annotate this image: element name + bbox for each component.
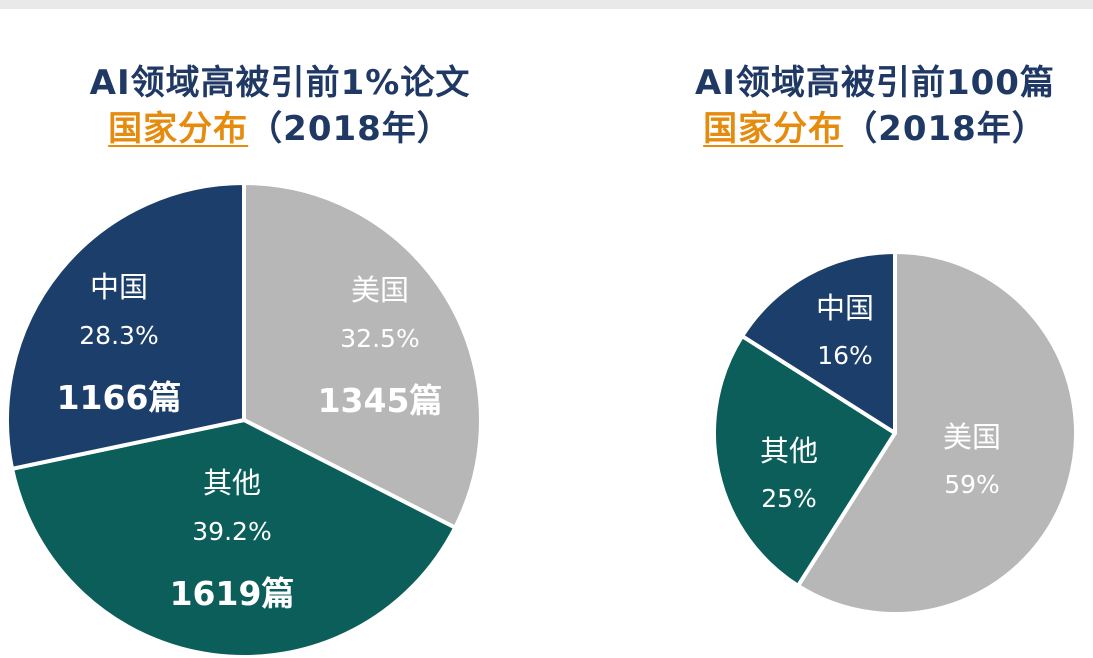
slice-percent-label-0-0: 32.5% — [340, 324, 419, 353]
slice-percent-label-1-0: 59% — [944, 470, 1000, 499]
title-right-line2: 国家分布（2018年） — [660, 106, 1090, 152]
title-right-highlight: 国家分布 — [703, 109, 844, 149]
slice-percent-label-1-2: 16% — [817, 341, 873, 370]
slice-percent-label-0-1: 39.2% — [192, 517, 271, 546]
slice-name-label-1-1: 其他 — [760, 434, 818, 468]
top-bar — [0, 0, 1093, 9]
title-left-suffix: （2018年） — [248, 109, 452, 149]
slice-count-label-0-0: 1345篇 — [318, 381, 443, 420]
pie-slice-1-2 — [740, 250, 897, 435]
title-left-line2: 国家分布（2018年） — [55, 106, 505, 152]
slice-name-label-1-2: 中国 — [816, 291, 874, 325]
pie-slice-0-0 — [242, 181, 483, 530]
slice-percent-label-1-1: 25% — [761, 484, 817, 513]
pie-slice-0-2 — [5, 181, 246, 471]
slice-percent-label-0-2: 28.3% — [79, 321, 158, 350]
pie-slice-0-1 — [10, 418, 458, 658]
slice-name-label-0-2: 中国 — [90, 270, 148, 304]
pie-slice-1-1 — [712, 334, 897, 588]
slice-name-label-0-0: 美国 — [351, 273, 409, 307]
slice-count-label-0-2: 1166篇 — [57, 378, 182, 417]
title-left-line1: AI领域高被引前1%论文 — [89, 63, 471, 103]
chart-title-left: AI领域高被引前1%论文 国家分布（2018年） — [55, 60, 505, 152]
title-right-line1: AI领域高被引前100篇 — [695, 63, 1055, 103]
slice-name-label-1-0: 美国 — [943, 420, 1001, 454]
slice-count-label-0-1: 1619篇 — [170, 574, 295, 613]
chart-title-right: AI领域高被引前100篇 国家分布（2018年） — [660, 60, 1090, 152]
pie-slice-1-0 — [796, 250, 1078, 616]
slice-name-label-0-1: 其他 — [203, 466, 261, 500]
title-right-suffix: （2018年） — [843, 109, 1047, 149]
title-left-highlight: 国家分布 — [108, 109, 249, 149]
